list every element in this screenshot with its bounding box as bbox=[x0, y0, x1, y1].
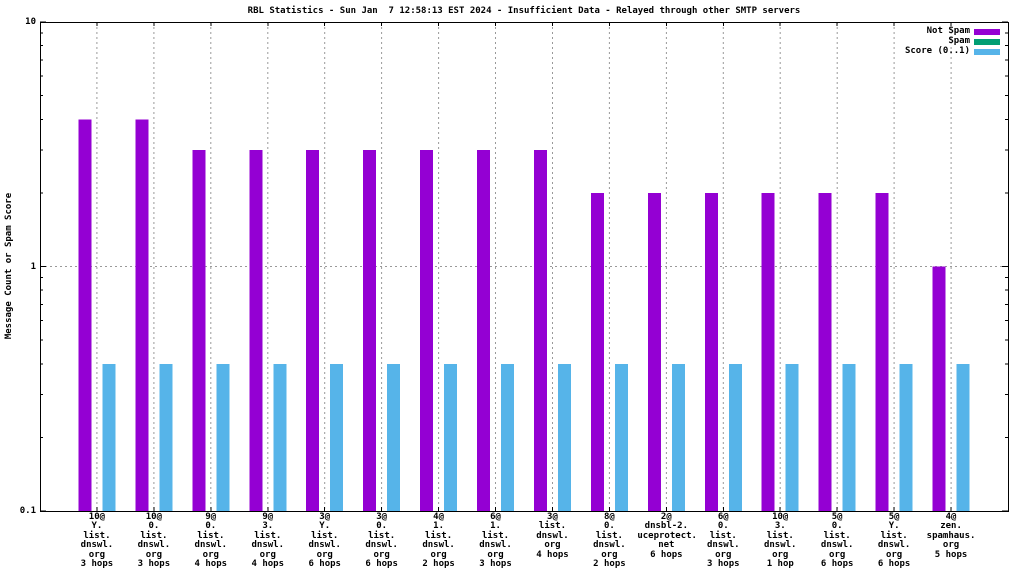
bar-not-spam bbox=[704, 192, 718, 511]
bar-not-spam bbox=[818, 192, 832, 511]
bar-score-0-1- bbox=[671, 363, 685, 511]
bar-not-spam bbox=[192, 149, 206, 512]
x-category-label: 5@ 0. list. dnswl. org 6 hops bbox=[820, 512, 854, 570]
bar-not-spam bbox=[420, 149, 434, 512]
x-category-label: 9@ 0. list. dnswl. org 4 hops bbox=[194, 512, 228, 570]
bar-score-0-1- bbox=[956, 363, 970, 511]
x-category-label: 3@ Y. list. dnswl. org 6 hops bbox=[308, 512, 341, 570]
bar-score-0-1- bbox=[728, 363, 742, 511]
chart-title: RBL Statistics - Sun Jan 7 12:58:13 EST … bbox=[247, 6, 801, 16]
bar-not-spam bbox=[135, 119, 149, 512]
bar-not-spam bbox=[78, 119, 92, 512]
x-category-label: 4@ zen. spamhaus. org 5 hops bbox=[926, 512, 976, 560]
legend-swatch-spam bbox=[974, 39, 1000, 45]
x-category-label: 6@ 0. list. dnswl. org 3 hops bbox=[707, 512, 740, 570]
x-category-label: 3@ 0. list. dnswl. org 6 hops bbox=[365, 512, 398, 570]
bar-score-0-1- bbox=[273, 363, 287, 511]
bar-score-0-1- bbox=[558, 363, 571, 511]
x-category-label: 2@ dnsbl-2. uceprotect. net 6 hops bbox=[637, 512, 697, 560]
legend-label-score: Score (0..1) bbox=[904, 46, 970, 56]
bar-not-spam bbox=[249, 149, 263, 512]
bar-not-spam bbox=[477, 149, 490, 512]
y-tick-label: 1 bbox=[30, 261, 36, 272]
legend-swatch-score bbox=[974, 49, 1000, 55]
x-category-label: 10@ 0. list. dnswl. org 3 hops bbox=[137, 512, 171, 570]
bar-score-0-1- bbox=[614, 363, 628, 511]
bar-not-spam bbox=[363, 149, 377, 512]
bar-score-0-1- bbox=[102, 363, 116, 511]
x-category-label: 8@ 0. list. dnswl. org 2 hops bbox=[593, 512, 626, 570]
bar-score-0-1- bbox=[501, 363, 514, 511]
legend-swatch-not-spam bbox=[974, 29, 1000, 35]
legend-label-spam: Spam bbox=[948, 36, 970, 46]
bar-not-spam bbox=[647, 192, 661, 511]
legend-label-not-spam: Not Spam bbox=[926, 26, 970, 36]
bar-not-spam bbox=[761, 192, 775, 511]
x-category-label: 6@ 1. list. dnswl. org 3 hops bbox=[479, 512, 512, 570]
bar-score-0-1- bbox=[216, 363, 230, 511]
x-category-label: 5@ Y. list. dnswl. org 6 hops bbox=[877, 512, 911, 570]
bar-not-spam bbox=[306, 149, 320, 512]
bar-score-0-1- bbox=[330, 363, 344, 511]
x-category-label: 9@ 3. list. dnswl. org 4 hops bbox=[251, 512, 284, 570]
y-tick-label: 0.1 bbox=[19, 506, 36, 516]
x-category-label: 10@ 3. list. dnswl. org 1 hop bbox=[763, 512, 797, 570]
bar-score-0-1- bbox=[387, 363, 401, 511]
x-category-label: 10@ Y. list. dnswl. org 3 hops bbox=[80, 512, 114, 570]
bar-not-spam bbox=[875, 192, 889, 511]
bar-not-spam bbox=[932, 266, 946, 511]
bar-score-0-1- bbox=[785, 363, 799, 511]
y-tick-label: 10 bbox=[25, 17, 36, 27]
x-category-label: 3@ list. dnswl. org 4 hops bbox=[536, 512, 569, 560]
bar-score-0-1- bbox=[842, 363, 856, 511]
bar-not-spam bbox=[590, 192, 604, 511]
bar-score-0-1- bbox=[899, 363, 913, 511]
bar-not-spam bbox=[534, 149, 547, 512]
x-category-label: 4@ 1. list. dnswl. org 2 hops bbox=[422, 512, 455, 570]
bar-score-0-1- bbox=[159, 363, 173, 511]
bar-score-0-1- bbox=[444, 363, 458, 511]
